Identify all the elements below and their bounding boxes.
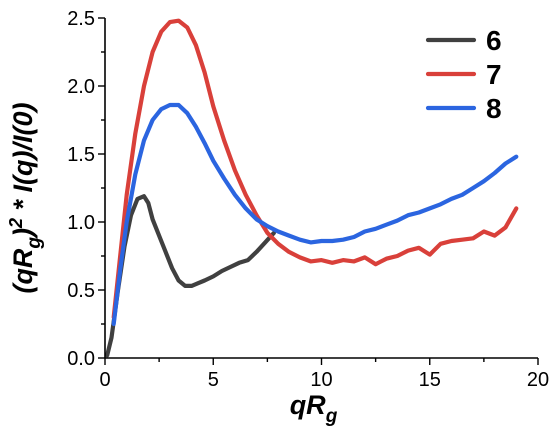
legend-label-6: 6 xyxy=(486,25,502,56)
x-tick-label: 5 xyxy=(208,369,219,391)
y-axis-title-sup: 2 xyxy=(6,218,26,229)
series-line-6 xyxy=(105,194,276,358)
y-tick-label: 0.0 xyxy=(67,348,95,370)
y-axis-title-close: ) xyxy=(8,228,38,240)
y-axis-title-sub: g xyxy=(24,237,45,250)
x-tick-label: 0 xyxy=(99,369,110,391)
legend: 678 xyxy=(425,25,502,124)
ticks-layer: 0 5 10 15 20 0.0 0.5 1.0 1.5 2.0 2.5 xyxy=(67,8,549,391)
series-layer xyxy=(105,18,519,358)
x-axis-title: qRg xyxy=(290,390,338,427)
y-tick-label: 2.5 xyxy=(67,8,95,30)
y-axis-title: (qRg)2 * I(q)/I(0) xyxy=(6,102,45,293)
series-line-7 xyxy=(111,18,519,320)
legend-label-8: 8 xyxy=(486,93,502,124)
x-tick-label: 20 xyxy=(527,369,549,391)
x-axis-title-sub: g xyxy=(325,406,338,427)
x-axis-title-base: qR xyxy=(290,390,326,420)
series-line-8 xyxy=(111,102,519,327)
legend-label-7: 7 xyxy=(486,59,502,90)
y-axis-title-open: (qR xyxy=(8,248,38,293)
x-tick-label: 10 xyxy=(310,369,332,391)
y-tick-label: 2.0 xyxy=(67,76,95,98)
y-tick-label: 1.0 xyxy=(67,212,95,234)
y-axis-title-rest: * I(q)/I(0) xyxy=(8,102,38,218)
y-tick-label: 0.5 xyxy=(67,280,95,302)
x-tick-label: 15 xyxy=(419,369,441,391)
y-tick-label: 1.5 xyxy=(67,144,95,166)
